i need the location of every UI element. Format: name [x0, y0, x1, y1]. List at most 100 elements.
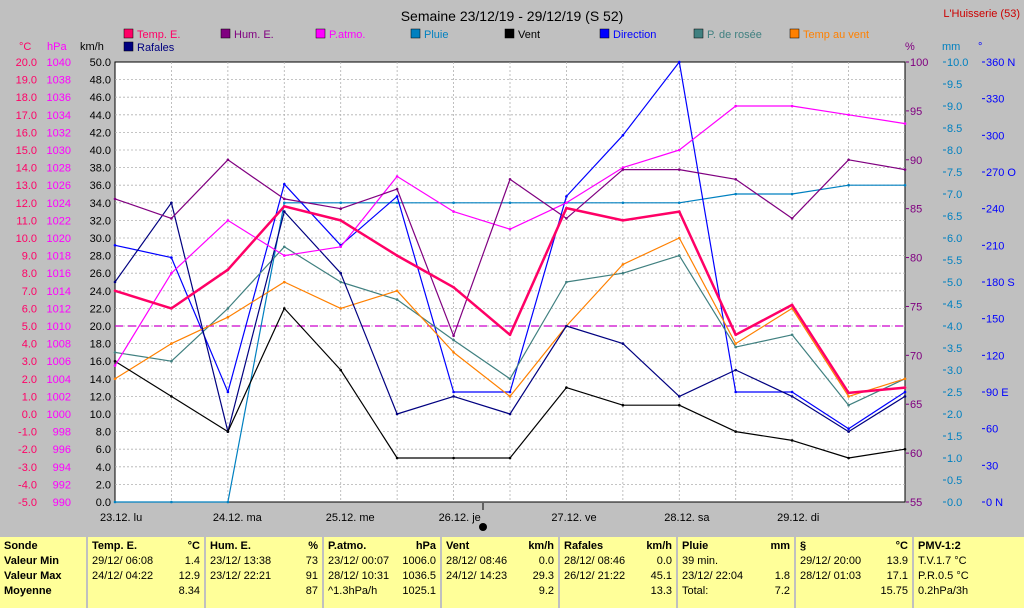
temp-axis-tick-label: 16.0 [16, 127, 37, 139]
data-point-temp-au-vent [226, 315, 230, 319]
rain-axis-tick-label: 6.5 [947, 211, 962, 223]
temp-axis-tick-label: 17.0 [16, 110, 37, 122]
temp-axis-tick-label: 8.0 [22, 268, 37, 280]
wind-axis-tick-label: 28.0 [90, 251, 111, 263]
summary-value: 87 [305, 585, 318, 597]
data-point-temp-au-vent [452, 351, 455, 354]
rain-axis-tick-label: 5.5 [947, 255, 962, 267]
temp-axis-tick-label: 19.0 [16, 75, 37, 87]
pressure-axis-tick-label: 1012 [47, 303, 71, 315]
summary-cell: 23/12/ 13:38 [210, 555, 272, 567]
pressure-axis-tick-label: 1016 [47, 268, 71, 280]
legend-label: Temp au vent [803, 29, 869, 41]
summary-cell: Total: [682, 585, 709, 597]
data-point-temp-e [170, 307, 173, 310]
summary-row: 13.3 [564, 584, 672, 599]
data-point-temp-e [565, 206, 568, 210]
rain-axis-tick-label: 1.5 [947, 431, 962, 443]
legend-label: P. de rosée [707, 29, 762, 41]
summary-header-label: Temp. E. [92, 540, 138, 552]
data-point-vent [565, 386, 568, 389]
data-point-rafales [508, 412, 512, 416]
data-point-temp-e [734, 333, 737, 337]
data-point-vent [790, 439, 794, 442]
data-point-temp-au-vent [678, 236, 681, 240]
data-point-temp-au-vent [395, 289, 399, 293]
pressure-axis-tick-label: 1000 [47, 409, 71, 421]
temp-axis-tick-label: 10.0 [16, 233, 37, 245]
data-point-p-atmo [903, 122, 907, 125]
data-point-vent [113, 359, 117, 363]
summary-value: 12.9 [178, 570, 200, 582]
pressure-axis-tick-label: 1032 [47, 127, 71, 139]
summary-value: 0.0 [538, 555, 554, 567]
data-point-temp-e [395, 254, 399, 257]
data-point-p-atmo [565, 201, 568, 205]
summary-column: Pluie mm 39 min. 23/12/ 22:04 1.8 Total: 7.2 [678, 537, 796, 608]
data-point-rafales [678, 395, 681, 398]
data-point-pluie [395, 201, 399, 205]
legend-swatch [504, 28, 515, 39]
summary-value: 1036.5 [402, 570, 436, 582]
humidity-axis-tick-label: 100 [910, 57, 928, 69]
direction-axis-tick-label: 300 [986, 130, 1004, 142]
summary-value: 1006.0 [402, 555, 436, 567]
data-point-temp-au-vent [734, 342, 737, 345]
data-point-p-atmo [621, 166, 625, 169]
summary-header: P.atmo. hPa [328, 539, 436, 554]
rain-axis-tick-label: 2.0 [947, 409, 962, 421]
data-point-vent [395, 456, 399, 460]
wind-axis-tick-label: 32.0 [90, 215, 111, 227]
station-name: L'Huisserie (53) [943, 8, 1020, 20]
pressure-axis-tick-label: 996 [53, 444, 71, 456]
data-point-direction [170, 256, 173, 259]
direction-axis-tick-label: 150 [986, 314, 1004, 326]
data-point-p-de-ros-e [847, 403, 850, 407]
summary-column: § °C 29/12/ 20:00 13.9 28/12/ 01:03 17.1 15.75 [796, 537, 914, 608]
summary-header: Hum. E.% [210, 539, 318, 554]
data-point-temp-e [339, 219, 343, 222]
pressure-axis-tick-label: 990 [53, 497, 71, 509]
data-point-temp-e [508, 333, 512, 337]
data-point-hum-e [903, 168, 907, 171]
data-point-hum-e [678, 168, 681, 171]
data-point-rafales [170, 201, 173, 205]
summary-row: 23/12/ 13:38 73 [210, 554, 318, 569]
humidity-axis-tick-label: 75 [910, 301, 922, 313]
temp-axis-tick-label: 11.0 [16, 215, 37, 227]
summary-header-label: Pluie [682, 540, 709, 552]
data-point-temp-e [790, 303, 794, 307]
data-point-temp-e [847, 391, 850, 395]
pressure-axis-tick-label: 1002 [47, 391, 71, 403]
data-point-hum-e [226, 158, 230, 162]
summary-row: 28/12/ 08:46 0.0 [564, 554, 672, 569]
summary-cell: ^1.3hPa/h [328, 585, 378, 597]
data-point-temp-e [678, 210, 681, 213]
data-point-temp-e [226, 268, 230, 272]
legend-swatch [599, 28, 610, 39]
data-point-pluie [339, 201, 343, 205]
summary-header-unit: hPa [415, 540, 436, 552]
legend-swatch [220, 28, 231, 39]
summary-value: 13.9 [886, 555, 908, 567]
summary-cell: P.R.0.5 °C [918, 570, 969, 582]
summary-row: Valeur Max [4, 569, 82, 584]
wind-axis-tick-label: 24.0 [90, 286, 111, 298]
legend-swatch [789, 28, 800, 39]
data-point-temp-e [452, 286, 455, 289]
data-point-p-de-ros-e [621, 271, 625, 275]
humidity-axis-tick-label: 90 [910, 155, 922, 167]
data-point-temp-e [621, 219, 625, 222]
data-point-direction [847, 427, 850, 431]
data-point-vent [339, 368, 343, 372]
moon-phase-icon [479, 523, 487, 531]
pressure-axis-tick-label: 1008 [47, 339, 71, 351]
rain-axis-unit: mm [942, 41, 960, 53]
data-point-vent [170, 395, 173, 398]
data-point-p-de-ros-e [395, 298, 399, 301]
rain-axis-tick-label: 3.0 [947, 365, 962, 377]
data-point-p-atmo [678, 148, 681, 152]
wind-axis-tick-label: 22.0 [90, 303, 111, 315]
summary-value: 15.75 [880, 585, 908, 597]
direction-axis-tick-label: 330 [986, 94, 1004, 106]
